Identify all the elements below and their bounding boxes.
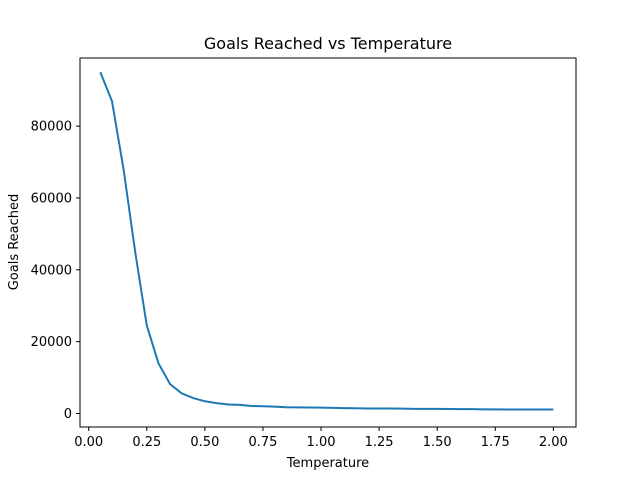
plot-frame <box>79 57 577 428</box>
y-tick-label: 80000 <box>31 120 72 135</box>
x-tick-label: 1.50 <box>423 435 452 450</box>
x-tick-label: 1.25 <box>365 435 394 450</box>
y-tick-label: 20000 <box>31 335 72 350</box>
plot-area <box>99 71 554 411</box>
x-tick-label: 0.50 <box>190 435 219 450</box>
x-tick-label: 0.00 <box>74 435 103 450</box>
x-tick-label: 0.75 <box>248 435 277 450</box>
y-tick-label: 0 <box>64 407 72 422</box>
y-tick-label: 40000 <box>31 263 72 278</box>
x-tick-label: 0.25 <box>132 435 161 450</box>
y-tick-label: 60000 <box>31 191 72 206</box>
x-tick-label: 1.75 <box>481 435 510 450</box>
x-tick-label: 2.00 <box>539 435 568 450</box>
series-line <box>99 71 554 411</box>
x-axis: 0.00 0.25 0.50 0.75 1.00 1.25 1.50 1.75 2.00 <box>74 427 568 450</box>
chart-title: Goals Reached vs Temperature <box>204 34 452 53</box>
y-axis: 0 20000 40000 60000 80000 <box>31 120 80 422</box>
x-tick-label: 1.00 <box>307 435 336 450</box>
y-axis-title: Goals Reached <box>7 194 22 291</box>
x-axis-title: Temperature <box>286 456 369 471</box>
